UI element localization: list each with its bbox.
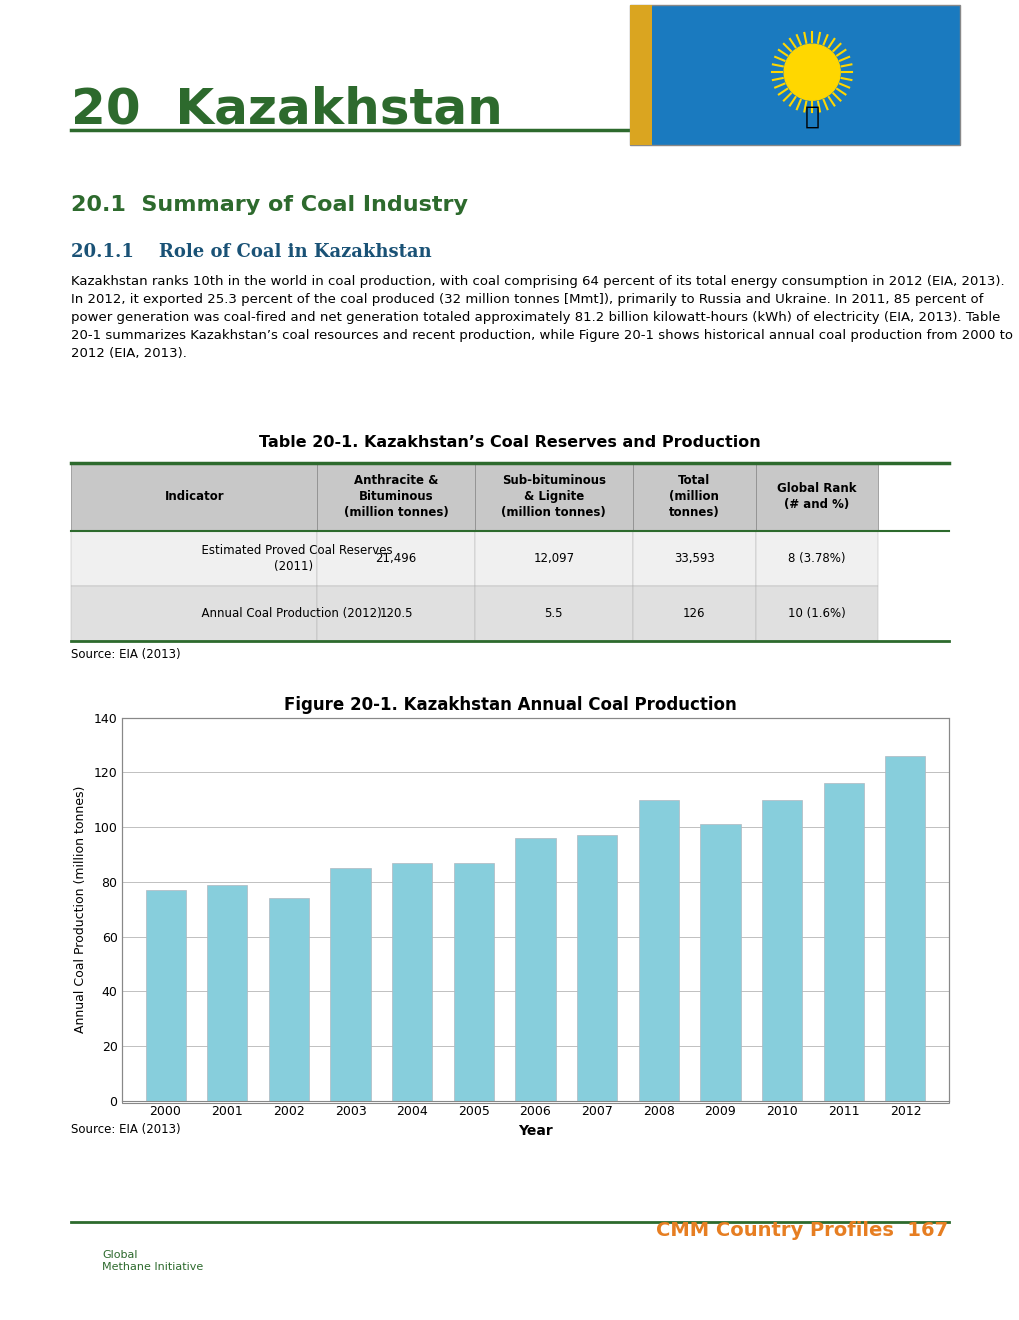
Text: Table 20-1. Kazakhstan’s Coal Reserves and Production: Table 20-1. Kazakhstan’s Coal Reserves a… [259, 436, 760, 450]
Text: Indicator: Indicator [164, 490, 224, 503]
Bar [823, 784, 863, 1101]
Text: Kazakhstan ranks 10th in the world in coal production, with coal comprising 64 p: Kazakhstan ranks 10th in the world in co… [71, 275, 1013, 360]
Bar [146, 890, 185, 1101]
Text: 🦅: 🦅 [804, 106, 819, 129]
Text: CMM Country Profiles  167: CMM Country Profiles 167 [656, 1221, 948, 1239]
X-axis label: Year: Year [518, 1125, 552, 1138]
Text: 120.5: 120.5 [379, 607, 413, 620]
Text: 20.1  Summary of Coal Industry: 20.1 Summary of Coal Industry [71, 195, 468, 215]
Text: Source: EIA (2013): Source: EIA (2013) [71, 648, 180, 661]
Bar [207, 884, 247, 1101]
Bar [638, 800, 679, 1101]
Bar [330, 869, 370, 1101]
Text: 12,097: 12,097 [533, 552, 574, 565]
Bar [453, 863, 493, 1101]
Text: Estimated Proved Coal Reserves
(2011): Estimated Proved Coal Reserves (2011) [194, 544, 392, 573]
Y-axis label: Annual Coal Production (million tonnes): Annual Coal Production (million tonnes) [73, 785, 87, 1032]
Text: 8 (3.78%): 8 (3.78%) [788, 552, 845, 565]
Text: Global
Methane Initiative: Global Methane Initiative [102, 1250, 203, 1271]
Text: 21,496: 21,496 [375, 552, 416, 565]
Text: 10 (1.6%): 10 (1.6%) [788, 607, 845, 620]
FancyBboxPatch shape [630, 5, 959, 145]
Bar [761, 800, 801, 1101]
Bar [391, 863, 432, 1101]
Text: 5.5: 5.5 [544, 607, 562, 620]
Text: Sub-bituminous
& Lignite
(million tonnes): Sub-bituminous & Lignite (million tonnes… [501, 474, 605, 519]
Bar [700, 825, 740, 1101]
Text: 33,593: 33,593 [674, 552, 714, 565]
Text: 20.1.1    Role of Coal in Kazakhstan: 20.1.1 Role of Coal in Kazakhstan [71, 243, 432, 261]
Circle shape [784, 44, 840, 100]
Bar [515, 838, 555, 1101]
Bar [577, 836, 616, 1101]
Text: Anthracite &
Bituminous
(million tonnes): Anthracite & Bituminous (million tonnes) [343, 474, 448, 519]
Text: Annual Coal Production (2012): Annual Coal Production (2012) [194, 607, 381, 620]
Bar [269, 899, 309, 1101]
Text: Figure 20-1. Kazakhstan Annual Coal Production: Figure 20-1. Kazakhstan Annual Coal Prod… [283, 696, 736, 714]
Text: Global Rank
(# and %): Global Rank (# and %) [776, 482, 856, 511]
Text: Source: EIA (2013): Source: EIA (2013) [71, 1122, 180, 1135]
Bar [884, 756, 924, 1101]
Text: 20  Kazakhstan: 20 Kazakhstan [71, 84, 502, 133]
FancyBboxPatch shape [630, 5, 651, 145]
Text: 126: 126 [683, 607, 705, 620]
Text: Total
(million
tonnes): Total (million tonnes) [668, 474, 718, 519]
